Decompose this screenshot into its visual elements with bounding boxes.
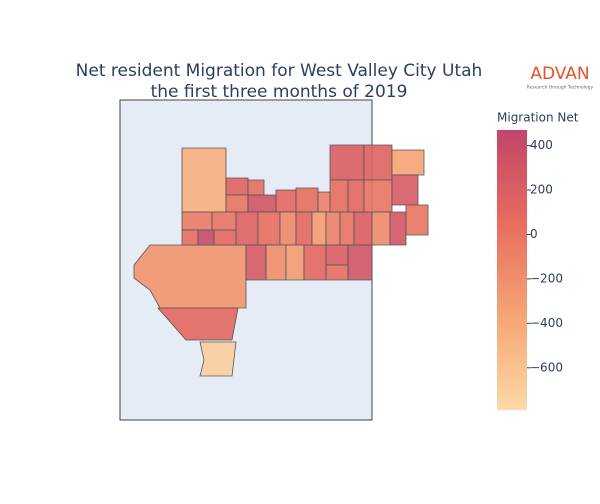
region <box>157 307 239 341</box>
region <box>317 191 331 213</box>
region <box>339 211 355 246</box>
region <box>325 244 349 266</box>
region <box>197 229 215 246</box>
colorbar-tick-label: 0 <box>530 227 538 241</box>
region <box>303 244 327 281</box>
region <box>371 211 391 246</box>
region <box>199 341 237 377</box>
region <box>265 244 287 281</box>
logo: ADVAN <box>530 64 589 84</box>
region <box>363 179 393 213</box>
region <box>311 211 327 246</box>
colorbar <box>497 130 527 410</box>
region <box>329 144 365 181</box>
region <box>347 244 373 281</box>
region <box>225 194 249 213</box>
region <box>329 179 349 213</box>
region <box>247 194 277 213</box>
region <box>325 211 341 246</box>
region <box>235 211 259 246</box>
region <box>211 211 237 231</box>
colorbar-tick-label: −200 <box>530 271 563 285</box>
region <box>285 244 305 281</box>
region <box>389 211 407 246</box>
region <box>391 149 425 176</box>
logo-tagline: Research through Technology <box>527 85 594 91</box>
colorbar-tick-label: −600 <box>530 360 563 374</box>
region <box>213 229 237 246</box>
region <box>405 204 429 236</box>
region <box>275 189 297 213</box>
region <box>295 211 313 246</box>
region <box>245 244 267 281</box>
region <box>225 177 249 196</box>
region <box>181 147 227 213</box>
region <box>347 179 365 213</box>
region <box>257 211 281 246</box>
chart-title: the first three months of 2019 <box>151 82 408 102</box>
chart-title: Net resident Migration for West Valley C… <box>76 61 483 81</box>
colorbar-tick-label: −400 <box>530 316 563 330</box>
region <box>181 229 199 246</box>
region <box>353 211 373 246</box>
colorbar-tick-label: 400 <box>530 138 553 152</box>
region <box>325 264 349 281</box>
region <box>247 179 265 196</box>
region <box>279 211 297 246</box>
region <box>391 174 419 206</box>
region <box>181 211 213 231</box>
colorbar-title: Migration Net <box>497 111 579 125</box>
region <box>363 144 393 181</box>
colorbar-tick-label: 200 <box>530 183 553 197</box>
region <box>295 187 319 213</box>
